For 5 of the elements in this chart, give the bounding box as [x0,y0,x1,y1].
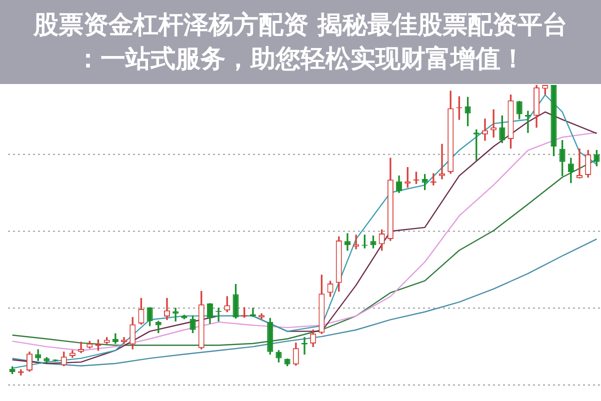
candlestick [344,233,350,251]
candlestick [482,118,488,141]
candlestick [439,144,446,180]
chart-title: 股票资金杠杆泽杨方配资 揭秘最佳股票配资平台：一站式服务，助您轻松实现财富增值！ [0,0,601,84]
candlestick [490,109,497,138]
